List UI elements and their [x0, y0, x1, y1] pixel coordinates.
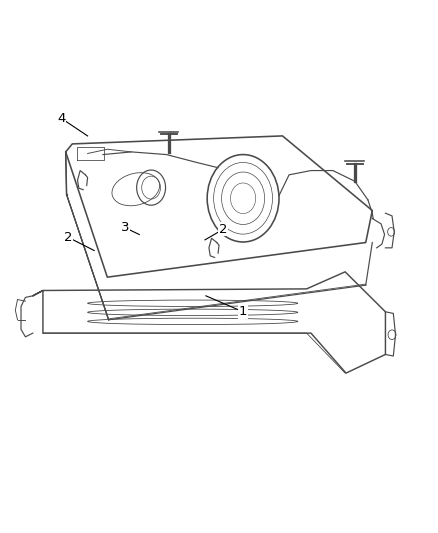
Text: 4: 4: [57, 112, 66, 125]
Text: 1: 1: [239, 305, 247, 318]
Text: 2: 2: [219, 223, 228, 236]
Text: 3: 3: [120, 221, 129, 234]
Text: 2: 2: [64, 231, 72, 244]
